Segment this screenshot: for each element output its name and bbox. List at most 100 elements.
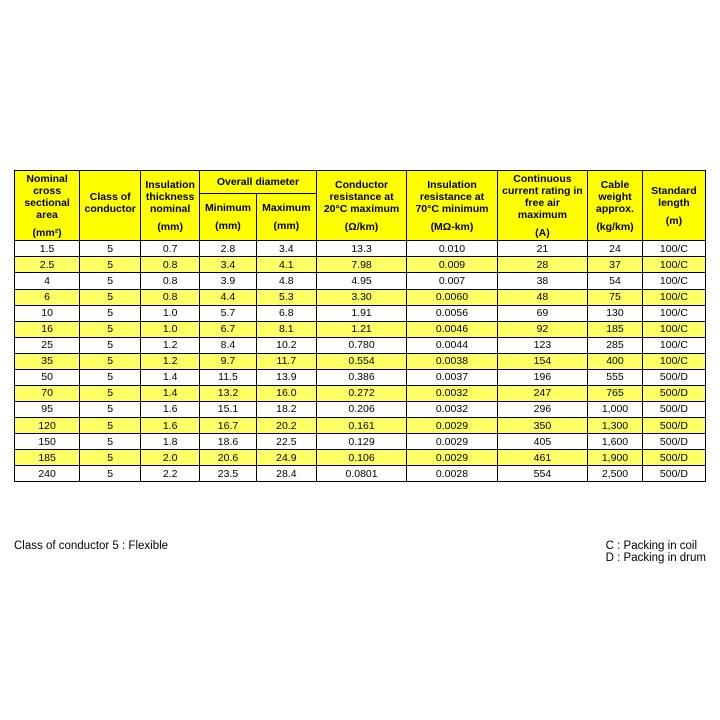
col-header-cable-weight: Cable weight approx. (kg/km) <box>588 171 643 241</box>
table-cell: 1.8 <box>141 434 200 450</box>
table-cell: 3.4 <box>256 241 316 257</box>
table-cell: 0.0029 <box>407 418 497 434</box>
table-cell: 92 <box>497 321 587 337</box>
table-cell: 0.0037 <box>407 369 497 385</box>
col-header-dia-max: Maximum (mm) <box>256 193 316 241</box>
col-header-label: Class of conductor <box>82 191 138 215</box>
table-cell: 1.4 <box>141 369 200 385</box>
table-row: 1051.05.76.81.910.005669130100/C <box>15 305 706 321</box>
table-cell: 8.1 <box>256 321 316 337</box>
table-cell: 5 <box>80 385 141 401</box>
table-cell: 185 <box>15 450 80 466</box>
col-header-class: Class of conductor <box>80 171 141 241</box>
table-row: 24052.223.528.40.08010.00285542,500500/D <box>15 466 706 482</box>
table-cell: 5 <box>80 353 141 369</box>
table-cell: 70 <box>15 385 80 401</box>
table-cell: 0.009 <box>407 257 497 273</box>
table-cell: 100/C <box>642 241 705 257</box>
table-cell: 15.1 <box>200 401 257 417</box>
table-cell: 2.2 <box>141 466 200 482</box>
table-cell: 5 <box>80 289 141 305</box>
table-cell: 5 <box>80 257 141 273</box>
table-cell: 240 <box>15 466 80 482</box>
table-cell: 38 <box>497 273 587 289</box>
table-cell: 100/C <box>642 257 705 273</box>
table-cell: 500/D <box>642 434 705 450</box>
col-header-unit: (mm) <box>143 221 197 233</box>
table-cell: 0.8 <box>141 257 200 273</box>
table-cell: 405 <box>497 434 587 450</box>
table-cell: 37 <box>588 257 643 273</box>
col-header-unit: (mm²) <box>17 227 77 239</box>
table-cell: 0.780 <box>316 337 406 353</box>
table-cell: 123 <box>497 337 587 353</box>
table-cell: 6.7 <box>200 321 257 337</box>
table-cell: 5 <box>80 241 141 257</box>
col-header-label: Overall diameter <box>202 176 314 188</box>
table-cell: 0.161 <box>316 418 406 434</box>
col-header-current-rating: Continuous current rating in free air ma… <box>497 171 587 241</box>
table-row: 7051.413.216.00.2720.0032247765500/D <box>15 385 706 401</box>
table-cell: 35 <box>15 353 80 369</box>
legend-left: Class of conductor 5 : Flexible <box>14 540 168 552</box>
table-cell: 18.6 <box>200 434 257 450</box>
table-row: 2551.28.410.20.7800.0044123285100/C <box>15 337 706 353</box>
col-header-conductor-resistance: Conductor resistance at 20°C maximum (Ω/… <box>316 171 406 241</box>
table-cell: 247 <box>497 385 587 401</box>
table-cell: 0.007 <box>407 273 497 289</box>
table-row: 450.83.94.84.950.0073854100/C <box>15 273 706 289</box>
col-header-standard-length: Standard length (m) <box>642 171 705 241</box>
table-cell: 0.106 <box>316 450 406 466</box>
table-cell: 5 <box>80 418 141 434</box>
table-cell: 100/C <box>642 273 705 289</box>
table-cell: 500/D <box>642 369 705 385</box>
table-cell: 196 <box>497 369 587 385</box>
table-cell: 18.2 <box>256 401 316 417</box>
col-header-unit: (mm) <box>259 220 314 232</box>
table-cell: 28 <box>497 257 587 273</box>
col-header-label: Maximum <box>259 202 314 214</box>
table-cell: 1.4 <box>141 385 200 401</box>
table-cell: 3.30 <box>316 289 406 305</box>
table-cell: 75 <box>588 289 643 305</box>
table-cell: 5 <box>80 273 141 289</box>
table-cell: 7.98 <box>316 257 406 273</box>
table-cell: 1.2 <box>141 353 200 369</box>
table-cell: 0.0029 <box>407 450 497 466</box>
table-row: 9551.615.118.20.2060.00322961,000500/D <box>15 401 706 417</box>
col-header-label: Insulation thickness nominal <box>143 179 197 215</box>
table-cell: 0.0044 <box>407 337 497 353</box>
table-cell: 0.0032 <box>407 401 497 417</box>
table-cell: 16 <box>15 321 80 337</box>
cable-spec-table: Nominal cross sectional area (mm²) Class… <box>14 170 706 482</box>
col-header-label: Conductor resistance at 20°C maximum <box>319 179 404 215</box>
table-cell: 0.272 <box>316 385 406 401</box>
table-cell: 48 <box>497 289 587 305</box>
table-row: 1.550.72.83.413.30.0102124100/C <box>15 241 706 257</box>
table-cell: 13.3 <box>316 241 406 257</box>
table-cell: 5 <box>80 321 141 337</box>
table-header: Nominal cross sectional area (mm²) Class… <box>15 171 706 241</box>
table-cell: 5 <box>80 305 141 321</box>
table-row: 3551.29.711.70.5540.0038154400100/C <box>15 353 706 369</box>
table-cell: 185 <box>588 321 643 337</box>
table-row: 650.84.45.33.300.00604875100/C <box>15 289 706 305</box>
table-cell: 5 <box>80 450 141 466</box>
table-cell: 500/D <box>642 450 705 466</box>
table-cell: 4 <box>15 273 80 289</box>
table-cell: 2.5 <box>15 257 80 273</box>
table-cell: 16.0 <box>256 385 316 401</box>
table-cell: 6 <box>15 289 80 305</box>
table-cell: 500/D <box>642 385 705 401</box>
table-cell: 5 <box>80 401 141 417</box>
legend-right-c: C : Packing in coil <box>606 540 706 552</box>
table-cell: 0.0801 <box>316 466 406 482</box>
table-row: 12051.616.720.20.1610.00293501,300500/D <box>15 418 706 434</box>
table-cell: 13.2 <box>200 385 257 401</box>
table-cell: 5 <box>80 434 141 450</box>
table-cell: 3.9 <box>200 273 257 289</box>
table-cell: 130 <box>588 305 643 321</box>
table-cell: 2.8 <box>200 241 257 257</box>
col-header-label: Continuous current rating in free air ma… <box>500 173 585 221</box>
legend: Class of conductor 5 : Flexible C : Pack… <box>14 540 706 564</box>
